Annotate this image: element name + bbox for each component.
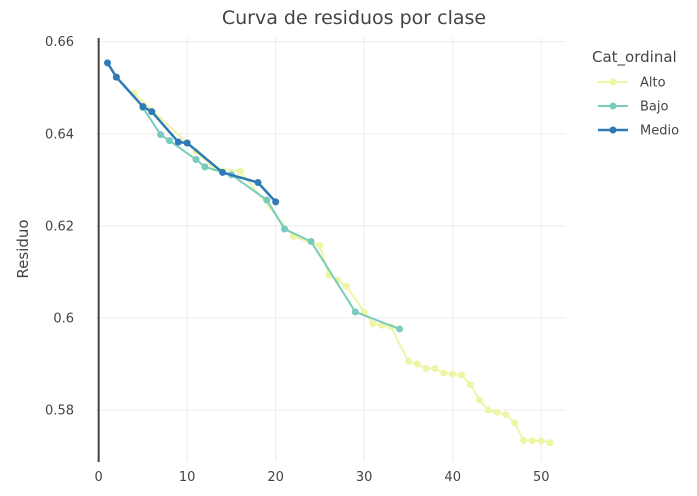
y-tick-label: 0.58 <box>45 403 74 418</box>
chart-title: Curva de residuos por clase <box>222 7 486 29</box>
data-point-alto[interactable] <box>422 365 430 373</box>
legend-label: Bajo <box>640 100 668 115</box>
x-tick-label: 30 <box>356 470 373 485</box>
y-tick-label: 0.62 <box>45 219 74 234</box>
data-point-alto[interactable] <box>546 439 554 447</box>
data-point-alto[interactable] <box>404 357 412 365</box>
data-point-medio[interactable] <box>104 59 112 67</box>
data-point-alto[interactable] <box>458 371 466 379</box>
data-point-medio[interactable] <box>254 179 262 187</box>
data-point-medio[interactable] <box>183 139 191 147</box>
data-point-alto[interactable] <box>537 437 545 445</box>
data-point-bajo[interactable] <box>165 137 173 145</box>
data-point-alto[interactable] <box>413 360 421 368</box>
data-point-bajo[interactable] <box>201 163 209 171</box>
axes: 0 10 20 30 40 50 0.58 0.6 0.62 0.64 0.66 <box>45 35 549 485</box>
legend-swatch-marker <box>609 78 617 86</box>
legend-swatch-marker <box>609 102 617 110</box>
data-point-bajo[interactable] <box>157 131 165 139</box>
series-bajo <box>139 104 404 333</box>
data-point-medio[interactable] <box>219 168 227 176</box>
data-point-bajo[interactable] <box>281 225 289 233</box>
data-point-alto[interactable] <box>520 436 528 444</box>
data-point-alto[interactable] <box>431 365 439 373</box>
legend-title: Cat_ordinal <box>592 48 677 67</box>
legend: Cat_ordinal Alto Bajo Medio <box>592 48 679 139</box>
data-point-alto[interactable] <box>449 370 457 378</box>
data-point-alto[interactable] <box>440 369 448 377</box>
data-point-alto[interactable] <box>342 282 350 290</box>
y-tick-label: 0.64 <box>45 127 74 142</box>
data-point-alto[interactable] <box>316 242 324 250</box>
y-tick-label: 0.6 <box>53 311 74 326</box>
data-point-bajo[interactable] <box>396 325 404 333</box>
x-tick-label: 40 <box>444 470 461 485</box>
data-point-bajo[interactable] <box>263 196 271 204</box>
x-tick-label: 50 <box>533 470 550 485</box>
series-medio <box>104 59 280 206</box>
legend-swatch-marker <box>609 126 617 134</box>
data-point-alto[interactable] <box>502 411 510 419</box>
grid-lines <box>96 38 566 462</box>
data-point-alto[interactable] <box>369 320 377 328</box>
y-tick-label: 0.66 <box>45 35 74 50</box>
data-point-alto[interactable] <box>236 168 244 176</box>
legend-label: Alto <box>640 76 666 91</box>
legend-item-alto[interactable]: Alto <box>598 76 666 91</box>
data-point-medio[interactable] <box>272 198 280 206</box>
data-point-bajo[interactable] <box>307 237 315 245</box>
y-axis-title: Residuo <box>14 219 32 278</box>
data-point-medio[interactable] <box>112 73 120 81</box>
data-point-alto[interactable] <box>466 381 474 389</box>
data-point-medio[interactable] <box>139 103 147 111</box>
data-point-alto[interactable] <box>528 437 536 445</box>
series-line-alto <box>133 92 551 444</box>
data-point-alto[interactable] <box>493 408 501 416</box>
series-layer <box>104 59 554 447</box>
data-point-alto[interactable] <box>484 406 492 414</box>
data-point-alto[interactable] <box>511 419 519 427</box>
series-alto <box>130 89 554 447</box>
series-line-medio <box>106 62 277 203</box>
data-point-alto[interactable] <box>475 396 483 404</box>
x-tick-label: 20 <box>267 470 284 485</box>
legend-item-medio[interactable]: Medio <box>598 124 679 139</box>
legend-item-bajo[interactable]: Bajo <box>598 100 668 115</box>
legend-label: Medio <box>640 124 679 139</box>
data-point-bajo[interactable] <box>192 156 200 164</box>
x-tick-label: 0 <box>95 470 103 485</box>
data-point-medio[interactable] <box>174 138 182 146</box>
data-point-medio[interactable] <box>148 108 156 116</box>
data-point-bajo[interactable] <box>351 308 359 316</box>
x-tick-label: 10 <box>179 470 196 485</box>
